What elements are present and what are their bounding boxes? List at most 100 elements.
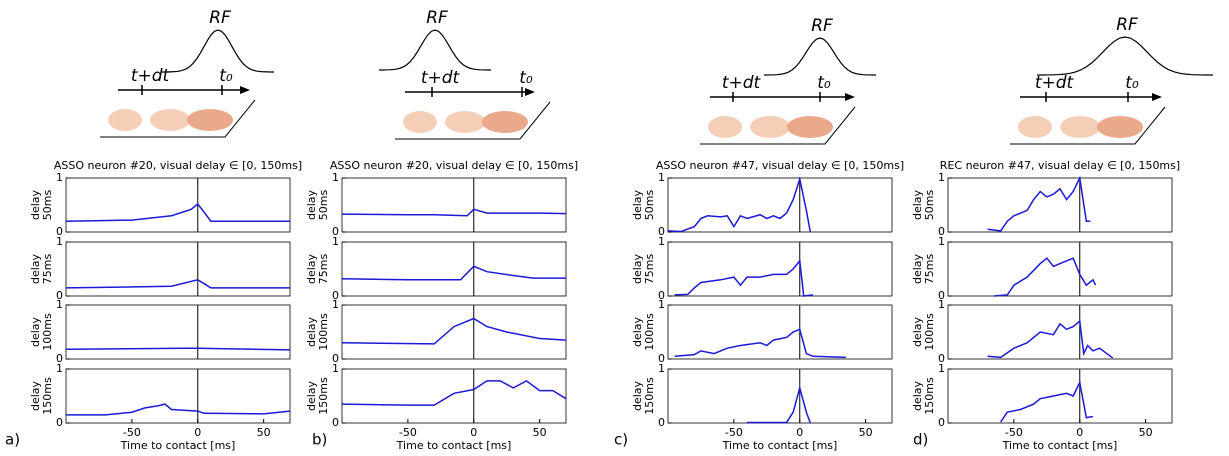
panel-label: a) (5, 431, 20, 449)
arrow-head (525, 88, 535, 96)
y-axis-label: 150ms (41, 377, 54, 415)
y-axis-label: 50ms (923, 190, 936, 221)
y-tick-label: 1 (332, 298, 339, 311)
panel-label: d) (913, 431, 928, 449)
data-line (1000, 380, 1094, 423)
y-axis-label: delay (631, 253, 644, 284)
y-axis-label: delay (29, 253, 42, 284)
plot-frame (65, 241, 291, 297)
x-tick-label: -50 (725, 426, 743, 439)
y-axis-label: delay (911, 380, 924, 411)
y-tick-label: 1 (56, 362, 63, 375)
x-tick-label: 50 (859, 426, 873, 439)
rf-label: RF (209, 8, 231, 28)
x-tick-label: 0 (470, 426, 477, 439)
y-axis-label: 100ms (317, 313, 330, 351)
x-tick-label: 0 (1076, 426, 1083, 439)
plot-frame (341, 177, 567, 233)
x-tick-label: -50 (123, 426, 141, 439)
y-tick-label: 1 (332, 235, 339, 248)
y-tick-label: 1 (332, 171, 339, 184)
plot-frame (947, 304, 1173, 360)
x-tick-label: 50 (533, 426, 547, 439)
y-tick-label: 1 (658, 298, 665, 311)
y-tick-label: 1 (56, 298, 63, 311)
y-axis-label: 50ms (317, 190, 330, 221)
receptive-field-curve (763, 37, 877, 76)
x-axis-label: Time to contact [ms] (396, 439, 512, 452)
receptive-field-curve (1036, 36, 1214, 76)
y-tick-label: 1 (658, 362, 665, 375)
y-tick-label: 0 (658, 416, 665, 429)
y-tick-label: 0 (938, 225, 945, 238)
y-axis-label: delay (911, 253, 924, 284)
plot-frame (341, 304, 567, 360)
x-tick-label: 50 (257, 426, 271, 439)
data-line (341, 208, 567, 217)
receptive-field-curve (378, 29, 492, 71)
y-axis-label: delay (911, 189, 924, 220)
data-line (674, 328, 846, 359)
plot-frame (667, 177, 893, 233)
plot-frame (65, 368, 291, 424)
y-tick-label: 0 (56, 225, 63, 238)
data-line (994, 257, 1097, 297)
y-axis-label: delay (29, 380, 42, 411)
y-axis-label: 150ms (923, 377, 936, 415)
y-tick-label: 1 (938, 171, 945, 184)
y-axis-label: 75ms (41, 254, 54, 285)
y-tick-label: 0 (332, 352, 339, 365)
subplot-title: ASSO neuron #20, visual delay ∈ [0, 150m… (54, 159, 302, 172)
x-axis-label: Time to contact [ms] (722, 439, 838, 452)
y-axis-label: 75ms (643, 254, 656, 285)
plot-frame (65, 177, 291, 233)
y-tick-label: 1 (938, 298, 945, 311)
y-axis-label: delay (911, 316, 924, 347)
y-axis-label: delay (305, 380, 318, 411)
y-axis-label: delay (631, 189, 644, 220)
y-axis-label: 75ms (317, 254, 330, 285)
data-line (987, 319, 1114, 359)
subplot-title: ASSO neuron #20, visual delay ∈ [0, 150m… (330, 159, 578, 172)
t-dt-label: t+dt (1035, 73, 1075, 93)
y-axis-label: 75ms (923, 254, 936, 285)
t0-label: t₀ (817, 73, 831, 93)
y-tick-label: 1 (56, 171, 63, 184)
hand (445, 111, 485, 133)
y-axis-label: 50ms (41, 190, 54, 221)
data-line (65, 278, 290, 289)
plot-frame (65, 304, 291, 360)
plot-frame (947, 241, 1173, 297)
subplot-title: ASSO neuron #47, visual delay ∈ [0, 150m… (656, 159, 904, 172)
hand (1018, 116, 1052, 138)
y-axis-label: delay (305, 253, 318, 284)
y-axis-label: 150ms (317, 377, 330, 415)
hand (1060, 116, 1100, 138)
hand (787, 116, 833, 138)
surface (100, 99, 256, 138)
y-axis-label: 100ms (41, 313, 54, 351)
y-tick-label: 0 (938, 416, 945, 429)
hand (108, 109, 142, 131)
arrow-head (1152, 93, 1162, 101)
receptive-field-curve (161, 29, 275, 73)
y-axis-label: delay (29, 189, 42, 220)
y-tick-label: 0 (332, 289, 339, 302)
data-line (341, 317, 567, 345)
y-tick-label: 1 (938, 235, 945, 248)
y-tick-label: 0 (332, 225, 339, 238)
hand (150, 109, 190, 131)
y-tick-label: 1 (658, 171, 665, 184)
y-tick-label: 1 (658, 235, 665, 248)
hand (482, 111, 528, 133)
x-tick-label: 0 (194, 426, 201, 439)
y-axis-label: 50ms (643, 190, 656, 221)
plot-frame (341, 241, 567, 297)
plot-frame (667, 241, 893, 297)
data-line (987, 175, 1091, 232)
plot-frame (667, 304, 893, 360)
y-axis-label: 100ms (643, 313, 656, 351)
y-tick-label: 0 (332, 416, 339, 429)
plot-frame (667, 368, 893, 424)
